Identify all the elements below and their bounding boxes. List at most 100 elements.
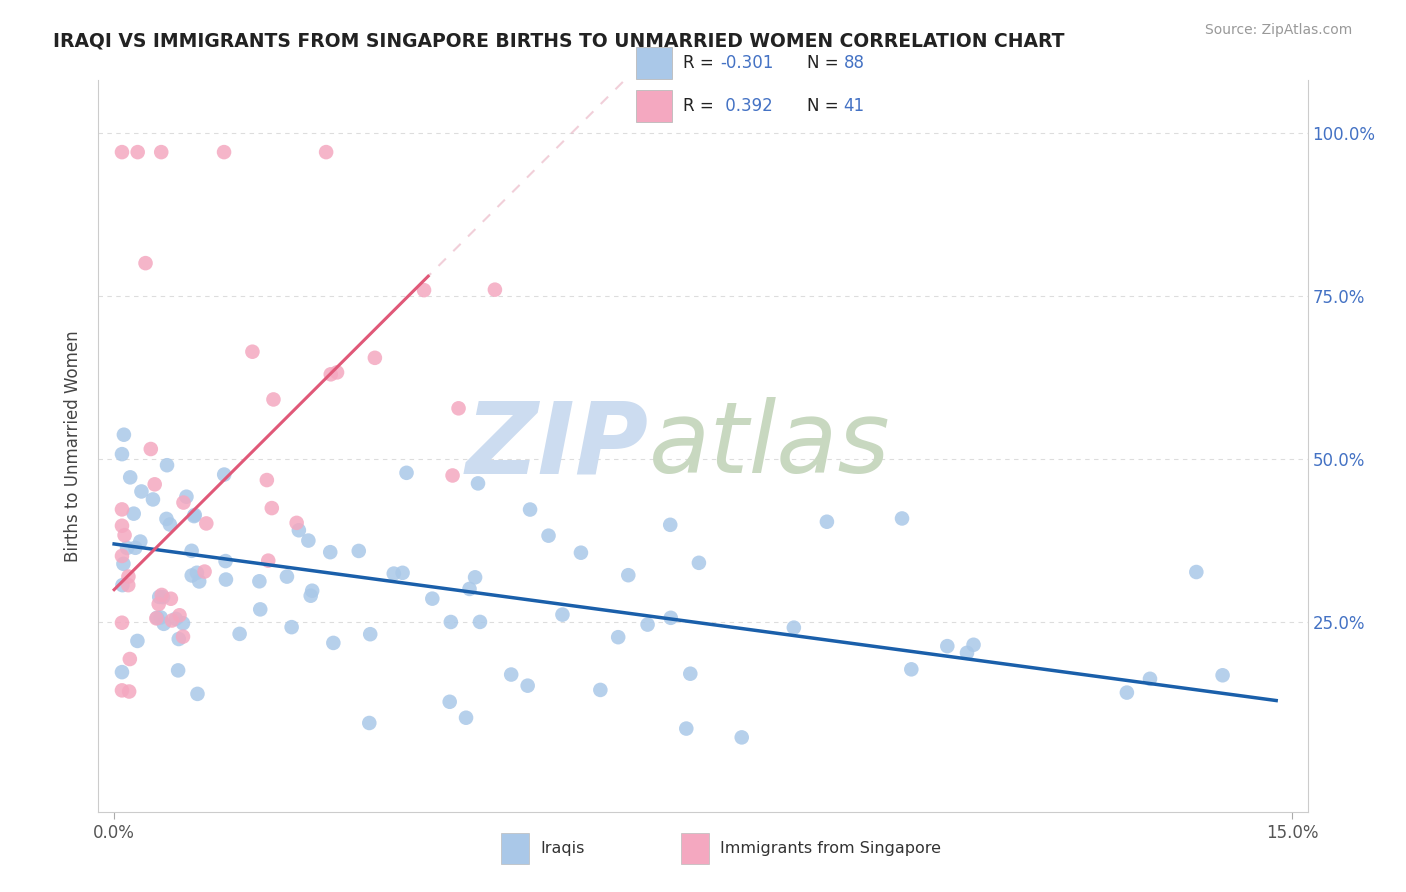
Point xyxy=(280,620,302,634)
Point xyxy=(276,569,298,583)
Point xyxy=(142,492,165,507)
Point xyxy=(172,616,194,631)
Point xyxy=(186,566,208,580)
Text: -0.301: -0.301 xyxy=(720,54,773,72)
Point xyxy=(186,687,208,701)
Text: Source: ZipAtlas.com: Source: ZipAtlas.com xyxy=(1205,23,1353,37)
Point xyxy=(551,607,574,622)
Point xyxy=(159,517,181,532)
Bar xyxy=(501,833,529,863)
Point xyxy=(176,490,198,504)
Point xyxy=(180,568,202,582)
Point xyxy=(111,518,134,533)
Point xyxy=(127,145,149,160)
Point xyxy=(150,145,173,160)
Point xyxy=(322,636,344,650)
Text: Iraqis: Iraqis xyxy=(540,841,585,855)
Point xyxy=(124,541,146,555)
Point xyxy=(111,615,134,630)
Point xyxy=(167,632,190,646)
Point xyxy=(326,365,349,379)
Point xyxy=(347,544,370,558)
Point xyxy=(117,569,139,583)
Point xyxy=(815,515,838,529)
Point xyxy=(1212,668,1234,682)
Point xyxy=(420,591,443,606)
Point xyxy=(439,695,461,709)
Point xyxy=(193,565,215,579)
Point xyxy=(679,666,702,681)
Point xyxy=(1185,565,1208,579)
Text: atlas: atlas xyxy=(648,398,890,494)
Text: ZIP: ZIP xyxy=(465,398,648,494)
Point xyxy=(288,523,311,537)
Point xyxy=(900,662,922,676)
Point xyxy=(152,616,174,631)
Point xyxy=(257,554,280,568)
Point xyxy=(111,665,134,680)
Point xyxy=(117,578,139,592)
Text: 0.392: 0.392 xyxy=(720,97,772,115)
Text: R =: R = xyxy=(683,54,720,72)
Point xyxy=(172,495,194,509)
Point xyxy=(172,630,194,644)
Point xyxy=(359,627,381,641)
Point xyxy=(169,608,191,623)
Point xyxy=(115,541,138,555)
Bar xyxy=(681,833,709,863)
Point xyxy=(149,610,172,624)
Point xyxy=(956,646,979,660)
Text: 88: 88 xyxy=(844,54,865,72)
Point xyxy=(112,427,135,442)
Point xyxy=(319,368,342,382)
Point xyxy=(146,611,169,625)
Point xyxy=(160,614,183,628)
Point xyxy=(180,544,202,558)
Point xyxy=(111,549,134,563)
Point xyxy=(519,502,541,516)
Point xyxy=(297,533,319,548)
Point xyxy=(160,591,183,606)
Point xyxy=(962,638,984,652)
Point xyxy=(484,283,506,297)
Point xyxy=(127,634,149,648)
Text: R =: R = xyxy=(683,97,720,115)
Point xyxy=(118,652,141,666)
Point xyxy=(359,716,381,731)
Point xyxy=(249,602,271,616)
Point xyxy=(731,731,754,745)
Point xyxy=(395,466,418,480)
Point xyxy=(454,711,477,725)
Point xyxy=(936,639,959,653)
Point xyxy=(152,590,174,604)
Point xyxy=(120,470,142,484)
Point xyxy=(156,458,179,473)
Point xyxy=(143,477,166,491)
Point xyxy=(285,516,308,530)
Point xyxy=(129,534,152,549)
Point xyxy=(167,664,190,678)
Point xyxy=(569,546,592,560)
Point xyxy=(659,517,682,532)
Point xyxy=(260,501,283,516)
Point xyxy=(301,583,323,598)
Point xyxy=(675,722,697,736)
Point xyxy=(447,401,470,416)
Point xyxy=(165,612,187,626)
Point xyxy=(212,467,235,482)
Point xyxy=(212,145,235,160)
Point xyxy=(188,574,211,589)
Point xyxy=(112,557,135,571)
Point xyxy=(215,573,238,587)
Point xyxy=(382,566,405,581)
Point xyxy=(111,578,134,592)
Point xyxy=(131,484,153,499)
Point xyxy=(118,684,141,698)
Text: 41: 41 xyxy=(844,97,865,115)
Point xyxy=(122,507,145,521)
Point xyxy=(607,630,630,644)
Point xyxy=(247,574,270,589)
Point xyxy=(262,392,284,407)
Point xyxy=(659,611,682,625)
Point xyxy=(148,597,170,611)
